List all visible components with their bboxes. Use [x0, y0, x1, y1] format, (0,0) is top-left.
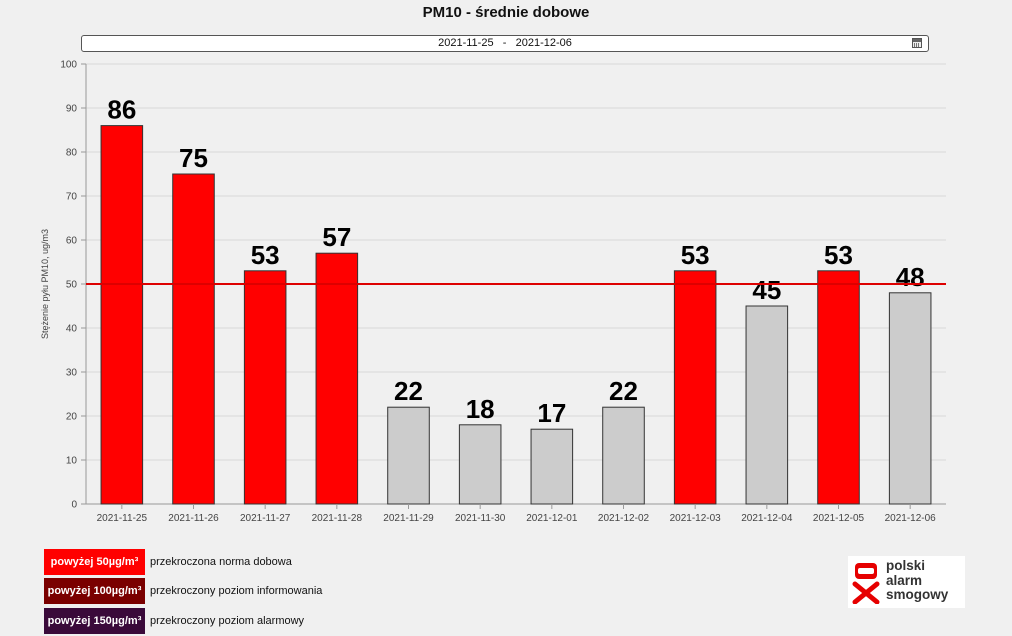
bar-value-label: 22 — [394, 376, 423, 406]
y-tick-label: 30 — [66, 368, 78, 379]
bar — [315, 252, 359, 505]
legend-badge-norm: powyżej 50µg/m³ — [44, 548, 145, 575]
x-tick-label: 2021-11-26 — [168, 513, 219, 524]
bar-value-label: 45 — [752, 275, 781, 305]
date-from: 2021-11-25 — [438, 37, 494, 49]
calendar-icon[interactable] — [912, 38, 922, 48]
logo-line3: smogowy — [886, 587, 949, 602]
y-tick-label: 40 — [66, 324, 78, 335]
legend-item-alarm: powyżej 150µg/m³ przekroczony poziom ala… — [44, 606, 322, 636]
y-tick-label: 0 — [71, 500, 77, 511]
y-tick-label: 100 — [60, 60, 77, 71]
x-tick-label: 2021-12-05 — [813, 513, 865, 524]
bar-value-label: 57 — [322, 222, 351, 252]
x-tick-label: 2021-11-27 — [240, 513, 291, 524]
y-tick-label: 10 — [66, 456, 78, 467]
legend-text-info: przekroczony poziom informowania — [150, 585, 323, 598]
bar — [387, 406, 430, 505]
legend-text-norm: przekroczona norma dobowa — [150, 555, 292, 568]
y-tick-label: 80 — [66, 148, 78, 159]
chart-title: PM10 - średnie dobowe — [422, 4, 590, 21]
y-axis-label: Stężenie pyłu PM10, ug/m3 — [40, 229, 50, 339]
legend-item-norm: powyżej 50µg/m³ przekroczona norma dobow… — [44, 547, 322, 577]
date-separator: - — [502, 37, 507, 49]
polski-alarm-smogowy-logo[interactable]: polski alarm smogowy — [848, 556, 965, 608]
pm10-bar-chart: 0 10 20 30 40 50 60 70 80 90 100 Stężenie pyłu PM10… — [40, 60, 946, 524]
x-tick-label: 2021-12-06 — [885, 513, 937, 524]
bar — [243, 270, 287, 505]
date-range-picker[interactable]: 2021-11-25 - 2021-12-06 — [81, 35, 929, 52]
bar — [172, 173, 215, 505]
x-tick-label: 2021-11-25 — [97, 513, 148, 524]
legend-text-alarm: przekroczony poziom alarmowy — [150, 614, 305, 627]
x-tick-label: 2021-11-29 — [383, 513, 434, 524]
bar-value-label: 53 — [824, 240, 853, 270]
legend-item-info: powyżej 100µg/m³ przekroczony poziom inf… — [44, 577, 322, 607]
logo-text: polski alarm smogowy — [886, 558, 949, 603]
y-tick-label: 70 — [66, 192, 78, 203]
x-tick-label: 2021-12-01 — [526, 513, 578, 524]
bar-value-label: 18 — [466, 394, 495, 424]
bar — [888, 292, 932, 505]
x-tick-label: 2021-11-28 — [312, 513, 363, 524]
x-tick-label: 2021-12-04 — [741, 513, 793, 524]
legend-badge-alarm: powyżej 150µg/m³ — [44, 607, 145, 634]
date-to: 2021-12-06 — [515, 37, 572, 49]
x-tick-label: 2021-11-30 — [455, 513, 506, 524]
bar — [530, 428, 574, 505]
bar-value-label: 17 — [537, 398, 566, 428]
bar-value-label: 48 — [896, 262, 925, 292]
bar — [458, 424, 502, 505]
y-tick-label: 20 — [66, 412, 78, 423]
y-tick-label: 60 — [66, 236, 78, 247]
bar-value-label: 53 — [681, 240, 710, 270]
bar-value-label: 22 — [609, 376, 638, 406]
logo-line2: alarm — [886, 572, 923, 588]
legend-badge-info: powyżej 100µg/m³ — [44, 578, 145, 605]
bar — [602, 406, 645, 505]
bar — [745, 305, 789, 505]
bar — [817, 270, 860, 505]
logo-line1: polski — [886, 558, 926, 573]
legend: powyżej 50µg/m³ przekroczona norma dobow… — [44, 547, 322, 636]
bar-value-label: 86 — [107, 95, 136, 125]
logo-mark-icon — [852, 563, 880, 604]
y-tick-label: 50 — [66, 280, 78, 291]
y-tick-label: 90 — [66, 104, 78, 115]
bar-value-label: 75 — [179, 143, 208, 173]
x-tick-label: 2021-12-02 — [598, 513, 650, 524]
bar — [100, 125, 144, 505]
bar — [673, 270, 717, 505]
bar-value-label: 53 — [251, 240, 280, 270]
x-tick-label: 2021-12-03 — [670, 513, 722, 524]
